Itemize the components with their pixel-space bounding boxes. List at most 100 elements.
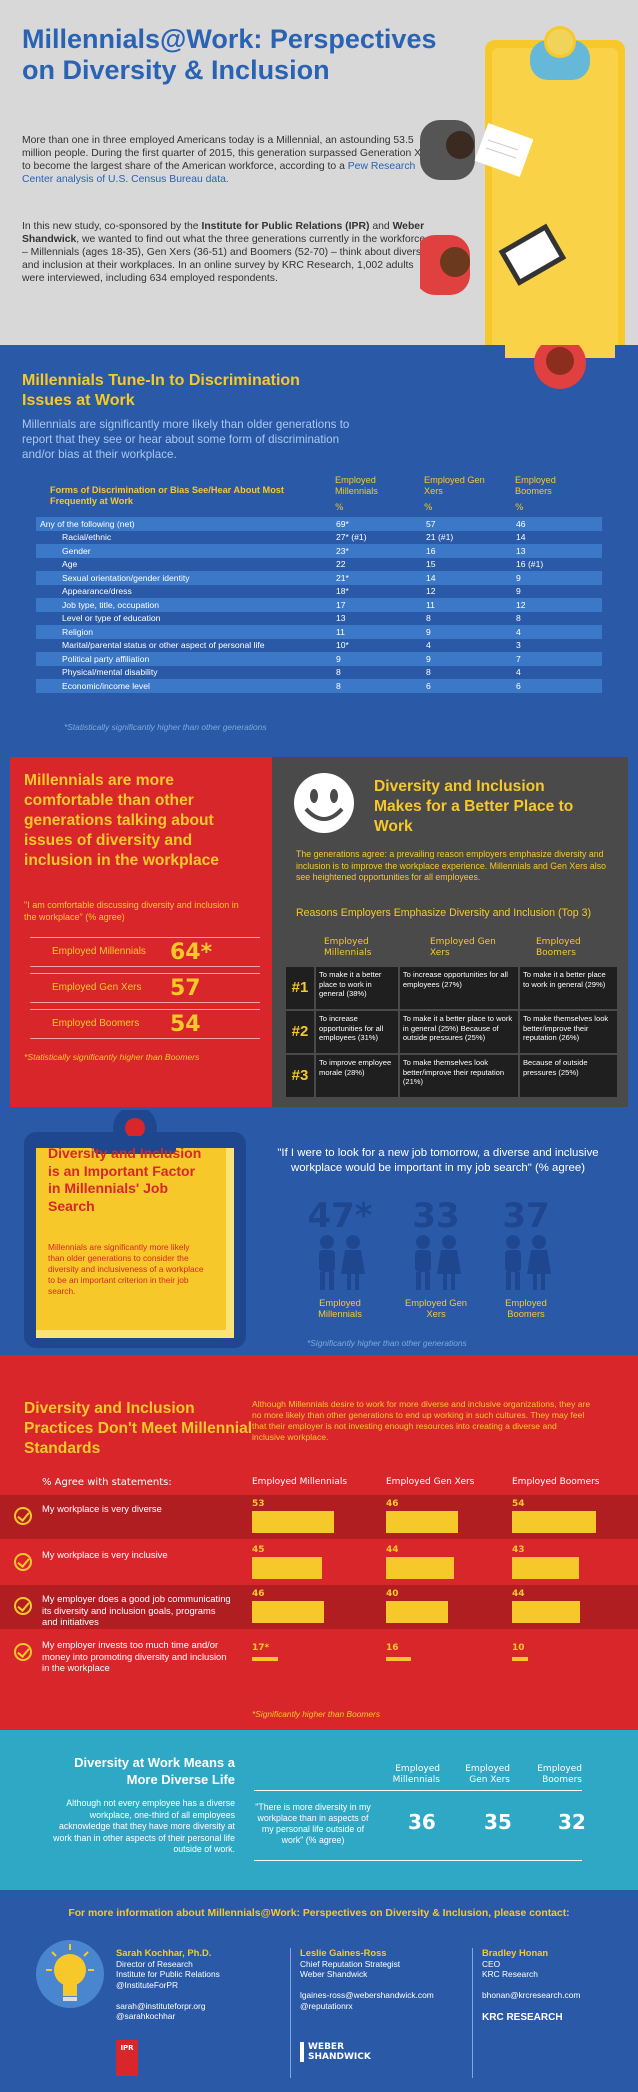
practice-bar	[252, 1511, 334, 1533]
person-laptop	[420, 223, 567, 295]
contact-leslie: Leslie Gaines-Ross Chief Reputation Stra…	[300, 1947, 434, 2011]
check-icon	[14, 1597, 32, 1615]
better-text: The generations agree: a prevailing reas…	[296, 849, 607, 882]
col-boomers: Employed Boomers	[515, 475, 556, 496]
reason-row: #3 To improve employee morale (28%) To mak…	[286, 1055, 617, 1097]
job-stat: 33 Employed Gen Xers	[396, 1198, 476, 1319]
pct-b: %	[515, 503, 524, 513]
reason-row: #1 To make it a better place to work in g…	[286, 967, 617, 1009]
discrimination-row: Political party affiliation 9 9 7	[36, 652, 602, 666]
practice-bar	[386, 1511, 458, 1533]
pew-link[interactable]: Pew Research Center analysis of U.S. Cen…	[22, 161, 416, 185]
col-genx: Employed Gen Xers	[424, 475, 485, 496]
life-col-m: Employed Millennials	[392, 1764, 440, 1785]
life-rule-bottom	[254, 1860, 582, 1861]
reason-row: #2 To increase opportunities for all empl…	[286, 1011, 617, 1053]
comfort-row-boomers: Employed Boomers 54	[30, 1009, 260, 1039]
leslie-email[interactable]: lgaines-ross@webershandwick.com	[300, 1990, 434, 2000]
practices-title: Diversity and Inclusion Practices Don't …	[24, 1400, 253, 1457]
job-footnote: *Significantly higher than other generat…	[307, 1338, 467, 1348]
practice-bar	[386, 1557, 454, 1579]
smiley-icon	[294, 773, 354, 833]
reasons-table: #1 To make it a better place to work in g…	[284, 965, 619, 1099]
discrimination-row: Job type, title, occupation 17 11 12	[36, 598, 602, 612]
discrimination-row: Marital/parental status or other aspect …	[36, 638, 602, 652]
contact-bradley: Bradley Honan CEO KRC Research bhonan@kr…	[482, 1947, 581, 2000]
people-icon	[415, 1235, 461, 1290]
job-search-section: Diversity and Inclusion is an Important …	[0, 1110, 638, 1355]
clipboard-illustration	[24, 1110, 246, 1348]
job-title: Diversity and Inclusion is an Important …	[48, 1145, 202, 1214]
weber-logo: WEBER SHANDWICK	[300, 2042, 380, 2062]
contact-heading: For more information about Millennials@W…	[68, 1908, 570, 1919]
prac-col-m: Employed Millennials	[252, 1477, 348, 1487]
intro-paragraph-2: In this new study, co-sponsored by the I…	[22, 221, 432, 284]
discrimination-row: Gender 23* 16 13	[36, 544, 602, 558]
discrimination-row: Economic/income level 8 6 6	[36, 679, 602, 693]
practices-footnote: *Significantly higher than Boomers	[252, 1709, 381, 1719]
job-text: Millennials are significantly more likel…	[48, 1242, 204, 1296]
comfortable-panel: Millennials are more comfortable than ot…	[10, 757, 273, 1107]
pct-m: %	[335, 503, 344, 513]
discrimination-footnote: *Statistically significantly higher than…	[64, 722, 267, 732]
practice-bar	[512, 1511, 596, 1533]
better-title: Diversity and Inclusion Makes for a Bett…	[374, 778, 574, 835]
life-value-b: 32	[558, 1810, 586, 1834]
discrimination-table: Any of the following (net) 69* 57 46 Racial/…	[36, 517, 602, 693]
practices-text: Although Millennials desire to work for …	[252, 1399, 591, 1442]
check-icon	[14, 1553, 32, 1571]
person-top	[530, 26, 590, 80]
desk-illustration	[420, 26, 625, 345]
comfort-row-millennials: Employed Millennials 64*	[30, 937, 260, 967]
life-col-b: Employed Boomers	[537, 1764, 582, 1785]
life-quote: "There is more diversity in my workplace…	[255, 1802, 371, 1845]
page-title: Millennials@Work: Perspectives on Divers…	[22, 24, 437, 85]
practice-row: My employer does a good job communicatin…	[0, 1585, 638, 1629]
discrimination-row: Religion 11 9 4	[36, 625, 602, 639]
agree-label: % Agree with statements:	[42, 1477, 172, 1488]
leslie-twitter[interactable]: @reputationrx	[300, 2000, 353, 2011]
discrimination-section: Millennials Tune-In to Discrimination Is…	[0, 345, 638, 745]
discrimination-row: Sexual orientation/gender identity 21* 14 9	[36, 571, 602, 585]
check-icon	[14, 1507, 32, 1525]
practice-bar	[386, 1601, 448, 1623]
comfortable-footnote: *Statistically significantly higher than…	[24, 1052, 200, 1062]
col-millennials: Employed Millennials	[335, 475, 378, 496]
life-col-g: Employed Gen Xers	[465, 1764, 510, 1785]
person-red-illustration	[505, 345, 615, 389]
discrimination-row: Physical/mental disability 8 8 4	[36, 665, 602, 679]
discrimination-subtitle: Millennials are significantly more likel…	[22, 418, 350, 461]
discrimination-row: Age 22 15 16 (#1)	[36, 557, 602, 571]
practice-bar	[252, 1657, 278, 1661]
comfortable-quote: "I am comfortable discussing diversity a…	[24, 900, 239, 922]
sarah-email[interactable]: sarah@instituteforpr.org	[116, 2000, 206, 2011]
discrimination-row: Appearance/dress 18* 12 9	[36, 584, 602, 598]
bradley-email[interactable]: bhonan@krcresearch.com	[482, 1990, 581, 2000]
reasons-col-b: Employed Boomers	[536, 937, 581, 958]
job-quote: "If I were to look for a new job tomorro…	[277, 1147, 599, 1174]
krc-logo: KRC RESEARCH	[482, 2012, 563, 2023]
life-rule-top	[254, 1790, 582, 1791]
life-value-g: 35	[484, 1810, 512, 1834]
contact-sarah: Sarah Kochhar, Ph.D. Director of Researc…	[116, 1947, 220, 2021]
ipr-logo: IPR	[116, 2040, 138, 2076]
reasons-col-g: Employed Gen Xers	[430, 937, 496, 958]
diverse-life-section: Diversity at Work Means a More Diverse L…	[0, 1730, 638, 1890]
prac-col-g: Employed Gen Xers	[386, 1477, 475, 1487]
discrimination-row: Level or type of education 13 8 8	[36, 611, 602, 625]
practice-bar	[512, 1657, 528, 1661]
life-text: Although not every employee has a divers…	[53, 1798, 235, 1854]
practice-row: My workplace is very diverse 53 46 54	[0, 1495, 638, 1539]
pct-g: %	[424, 503, 433, 513]
reasons-table-title: Reasons Employers Emphasize Diversity an…	[296, 907, 591, 919]
discrimination-row: Any of the following (net) 69* 57 46	[36, 517, 602, 531]
job-stat: 37 Employed Boomers	[486, 1198, 566, 1319]
contact-section: For more information about Millennials@W…	[0, 1890, 638, 2092]
person-reading	[420, 120, 534, 180]
sarah-twitter[interactable]: @sarahkochhar	[116, 2011, 176, 2021]
discrimination-table-header: Forms of Discrimination or Bias See/Hear…	[50, 485, 284, 506]
comfortable-title: Millennials are more comfortable than ot…	[24, 772, 219, 869]
job-stat: 47* Employed Millennials	[300, 1198, 380, 1319]
comfortable-section: Millennials are more comfortable than ot…	[0, 745, 638, 1110]
practice-bar	[512, 1557, 579, 1579]
